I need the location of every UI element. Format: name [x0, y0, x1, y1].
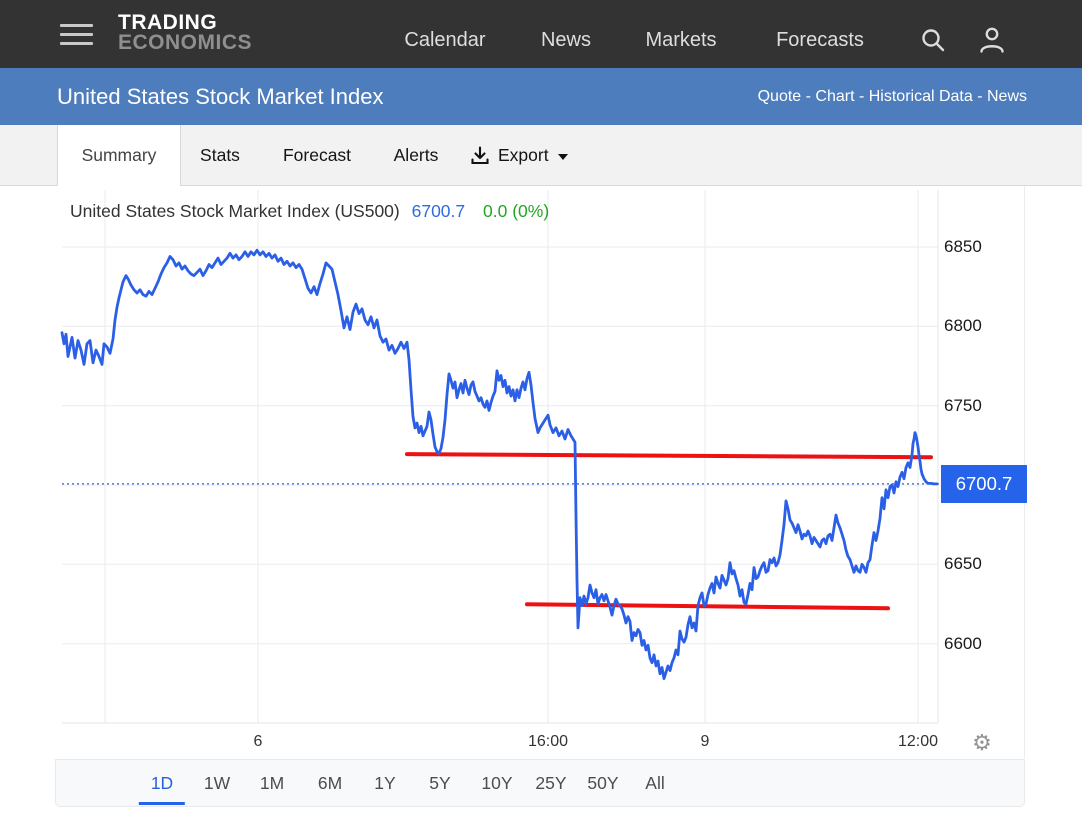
x-axis-label-9: 9	[700, 733, 710, 750]
chart-last-price: 6700.7	[411, 201, 466, 221]
chart-title: United States Stock Market Index (US500)	[70, 201, 400, 221]
nav-item-forecasts[interactable]: Forecasts	[776, 29, 864, 51]
range-button-all[interactable]: All	[645, 773, 665, 793]
x-axis-label-12-00: 12:00	[897, 733, 939, 750]
range-button-1y[interactable]: 1Y	[374, 773, 396, 793]
chart-change: 0.0 (0%)	[483, 201, 550, 221]
range-button-10y[interactable]: 10Y	[481, 773, 513, 793]
nav-item-calendar[interactable]: Calendar	[404, 29, 486, 51]
range-button-1w[interactable]: 1W	[203, 773, 231, 793]
user-account-icon[interactable]	[976, 24, 1008, 56]
y-axis-label-6650: 6650	[944, 554, 982, 574]
export-button[interactable]: Export	[468, 125, 568, 186]
range-selector-bar	[55, 759, 1025, 807]
page-title: United States Stock Market Index	[57, 84, 384, 109]
chevron-down-icon	[557, 153, 568, 160]
instrument-banner	[0, 68, 1082, 125]
chart-header: United States Stock Market Index (US500)…	[70, 199, 549, 223]
y-axis-label-6750: 6750	[944, 395, 982, 415]
top-nav-bar: TRADING ECONOMICS Calendar News Markets For…	[0, 0, 1082, 68]
nav-item-news[interactable]: News	[540, 29, 592, 51]
tab-forecast[interactable]: Forecast	[282, 145, 352, 165]
download-icon	[468, 144, 492, 168]
range-button-5y[interactable]: 5Y	[429, 773, 451, 793]
x-axis-label-6: 6	[253, 733, 263, 750]
tab-alerts[interactable]: Alerts	[393, 145, 439, 165]
y-axis-label-6600: 6600	[944, 633, 982, 653]
logo-line2: ECONOMICS	[118, 31, 253, 54]
menu-hamburger-icon[interactable]	[60, 24, 93, 45]
y-axis-label-6800: 6800	[944, 316, 982, 336]
price-chart[interactable]	[0, 186, 1082, 758]
range-button-1m[interactable]: 1M	[259, 773, 285, 793]
logo-line1: TRADING	[118, 11, 218, 34]
trading-economics-logo[interactable]: TRADING ECONOMICS	[118, 11, 253, 54]
support-line-1	[405, 452, 933, 460]
chart-card	[0, 186, 1025, 758]
chart-settings-gear-icon[interactable]: ⚙	[972, 730, 992, 755]
x-axis-label-16-00: 16:00	[527, 733, 569, 750]
price-line-us500	[60, 248, 939, 681]
tab-summary[interactable]: Summary	[57, 125, 181, 187]
y-axis-label-6850: 6850	[944, 236, 982, 256]
range-button-25y[interactable]: 25Y	[535, 773, 567, 793]
range-button-50y[interactable]: 50Y	[587, 773, 619, 793]
range-button-6m[interactable]: 6M	[317, 773, 343, 793]
quick-links[interactable]: Quote - Chart - Historical Data - News	[757, 88, 1027, 105]
nav-item-markets[interactable]: Markets	[645, 29, 717, 51]
support-line-2	[525, 602, 890, 611]
range-button-1d[interactable]: 1D	[147, 762, 177, 806]
tab-stats[interactable]: Stats	[200, 145, 240, 165]
last-price-badge: 6700.7	[941, 465, 1027, 503]
search-icon[interactable]	[918, 26, 948, 56]
export-label: Export	[498, 145, 549, 165]
